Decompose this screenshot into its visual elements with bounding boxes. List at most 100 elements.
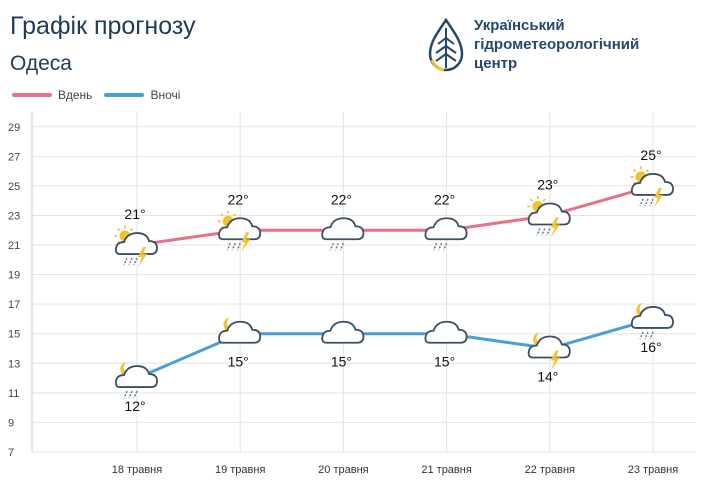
cloud-shape xyxy=(114,232,158,255)
rain-drop xyxy=(123,257,128,266)
y-tick-label: 19 xyxy=(8,270,20,282)
chart-title: Графік прогнозу xyxy=(10,12,196,40)
legend-swatch-night xyxy=(104,93,145,97)
ugmc-logo: Український гідрометеорологічний центр xyxy=(420,16,680,76)
rain-drop xyxy=(231,242,236,251)
cloud-rain-icon xyxy=(424,217,468,251)
sun-ray xyxy=(232,213,237,217)
y-tick-label: 27 xyxy=(8,151,20,163)
rain-drop xyxy=(649,198,654,207)
y-tick-label: 15 xyxy=(8,329,20,341)
rain-drop xyxy=(639,331,644,340)
rain-drop xyxy=(442,242,448,251)
y-tick-label: 21 xyxy=(8,240,20,252)
rain-drop xyxy=(133,390,138,399)
y-tick-label: 9 xyxy=(8,417,14,429)
y-tick-label: 17 xyxy=(8,299,20,311)
rain-drop xyxy=(649,331,654,340)
sun-cloud-rain-thunder-icon xyxy=(114,225,158,268)
x-tick-label: 22 травня xyxy=(525,464,575,476)
rain-drop xyxy=(644,198,649,207)
rain-drop xyxy=(432,242,438,251)
logo-line-3: центр xyxy=(474,55,518,72)
rain-drop xyxy=(644,331,649,340)
data-label-day: 22° xyxy=(228,191,249,207)
rain-drop xyxy=(546,228,551,236)
cloud-icon xyxy=(321,320,365,344)
moon-shape xyxy=(223,317,237,332)
data-label-night: 12° xyxy=(124,398,145,414)
y-tick-label: 29 xyxy=(8,122,20,134)
cloud-shape xyxy=(218,217,262,241)
cloud-shape xyxy=(527,335,571,359)
moon-shape xyxy=(533,332,546,347)
city-name: Одеса xyxy=(10,52,72,75)
sun-ray xyxy=(117,228,121,232)
data-label-night: 15° xyxy=(331,354,352,370)
sun-cloud-rain-thunder-icon xyxy=(630,166,674,208)
x-tick-label: 21 травня xyxy=(421,464,471,476)
rain-drop xyxy=(236,242,241,251)
legend-item-day[interactable]: Вдень xyxy=(12,88,92,102)
lightning-bolt xyxy=(241,232,251,253)
cloud-shape xyxy=(527,202,571,226)
data-label-night: 16° xyxy=(640,339,661,355)
rain-drop xyxy=(536,228,541,236)
sun-cloud-rain-thunder-icon xyxy=(217,210,262,253)
cloud-shape xyxy=(630,306,674,329)
cloud-shape xyxy=(424,320,468,344)
x-tick-label: 18 травня xyxy=(112,464,162,476)
cloud-shape xyxy=(218,320,262,344)
water-drop-logo-icon xyxy=(428,18,464,72)
x-tick-label: 23 травня xyxy=(628,464,678,476)
rain-drop xyxy=(639,198,644,207)
y-tick-label: 13 xyxy=(8,358,20,370)
moon-cloud-rain-icon xyxy=(114,362,158,399)
rain-drop xyxy=(541,228,546,236)
sun-ray xyxy=(129,228,133,232)
x-tick-label: 20 травня xyxy=(318,464,368,476)
lightning-bolt xyxy=(138,247,147,268)
lightning-bolt xyxy=(550,350,560,371)
data-label-day: 21° xyxy=(124,206,145,222)
rain-drop xyxy=(123,390,128,399)
data-label-night: 15° xyxy=(434,354,455,370)
y-tick-label: 23 xyxy=(8,210,20,222)
data-label-day: 22° xyxy=(434,191,455,207)
moon-cloud-thunder-icon xyxy=(527,332,571,371)
sun-ray xyxy=(542,198,546,202)
legend-swatch-day xyxy=(12,93,52,97)
rain-drop xyxy=(226,242,231,251)
cloud-shape xyxy=(114,365,158,388)
rain-drop xyxy=(128,257,133,266)
rain-drop xyxy=(133,257,138,266)
legend-label-night: Вночі xyxy=(150,88,181,102)
chart-legend: Вдень Вночі xyxy=(12,88,192,102)
sun-cloud-rain-thunder-icon xyxy=(527,195,571,238)
rain-drop xyxy=(437,242,443,251)
data-label-night: 14° xyxy=(537,369,558,385)
rain-drop xyxy=(334,242,340,251)
cloud-rain-icon xyxy=(321,217,365,251)
moon-shape xyxy=(636,302,649,317)
logo-line-1: Український xyxy=(474,17,565,34)
y-tick-label: 11 xyxy=(8,388,19,400)
sun-ray xyxy=(220,213,224,217)
moon-cloud-rain-icon xyxy=(630,302,674,340)
rain-drop xyxy=(329,242,335,251)
cloud-shape xyxy=(630,173,674,196)
legend-item-night[interactable]: Вночі xyxy=(104,88,180,102)
rain-drop xyxy=(339,242,345,251)
moon-cloud-icon xyxy=(218,317,262,344)
y-tick-label: 7 xyxy=(8,447,14,459)
cloud-shape xyxy=(321,320,365,344)
sun-ray xyxy=(645,168,649,173)
data-label-day: 23° xyxy=(537,176,558,192)
cloud-shape xyxy=(424,217,468,241)
data-label-day: 25° xyxy=(640,147,661,163)
cloud-icon xyxy=(424,320,468,344)
rain-drop xyxy=(128,390,133,399)
lightning-bolt xyxy=(550,217,560,238)
legend-label-day: Вдень xyxy=(58,88,93,102)
